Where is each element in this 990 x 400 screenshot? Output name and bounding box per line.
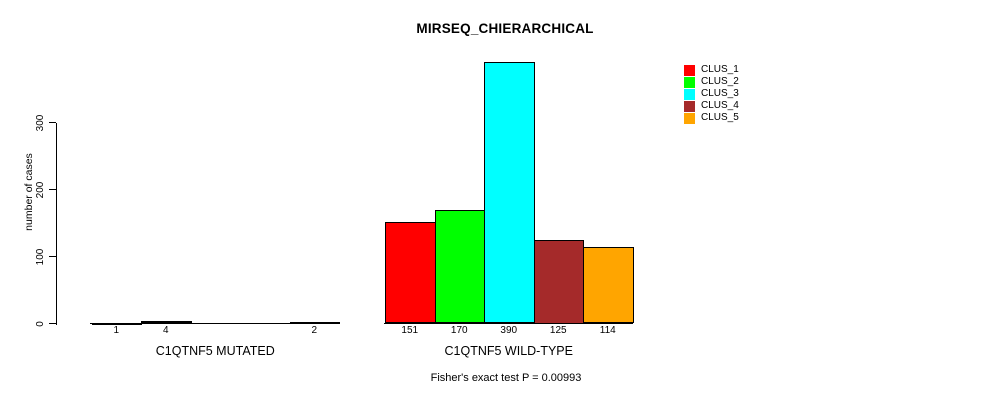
group-label: C1QTNF5 MUTATED bbox=[155, 344, 275, 358]
bar-clus_3 bbox=[484, 62, 535, 324]
legend-color-swatch bbox=[684, 100, 695, 112]
bar-clus_4 bbox=[533, 239, 584, 324]
bar-value-label: 151 bbox=[401, 325, 419, 336]
group-axis-line bbox=[90, 323, 340, 324]
bar-clus_5 bbox=[289, 322, 340, 325]
chart-title: MIRSEQ_CHIERARCHICAL bbox=[416, 21, 594, 36]
legend-item: CLUS_1 bbox=[684, 64, 739, 76]
legend-label: CLUS_5 bbox=[701, 112, 739, 123]
bar-value-label: 114 bbox=[599, 325, 616, 336]
legend-color-swatch bbox=[684, 76, 695, 88]
bar-clus_2 bbox=[434, 209, 485, 324]
bar-value-label: 2 bbox=[311, 325, 318, 336]
bar-clus_5 bbox=[583, 247, 634, 324]
y-tick-label: 300 bbox=[34, 114, 46, 131]
legend-label: CLUS_1 bbox=[701, 64, 739, 75]
legend-color-swatch bbox=[684, 112, 695, 124]
group-label: C1QTNF5 WILD-TYPE bbox=[444, 344, 574, 358]
bar-value-label: 170 bbox=[450, 325, 468, 336]
y-axis-label: number of cases bbox=[23, 153, 35, 231]
annotation-text: Fisher's exact test P = 0.00993 bbox=[430, 372, 582, 384]
legend-label: CLUS_3 bbox=[701, 88, 739, 99]
bar-clus_1 bbox=[385, 222, 436, 324]
y-tick-mark bbox=[49, 189, 56, 190]
legend-label: CLUS_4 bbox=[701, 100, 739, 111]
legend-item: CLUS_2 bbox=[684, 76, 739, 88]
legend-item: CLUS_3 bbox=[684, 88, 739, 100]
legend-item: CLUS_5 bbox=[684, 112, 739, 124]
legend-color-swatch bbox=[684, 64, 695, 76]
y-tick-mark bbox=[49, 122, 56, 123]
bar-value-label: 4 bbox=[162, 325, 169, 336]
bar-clus_2 bbox=[141, 320, 192, 324]
bar-value-label: 1 bbox=[113, 325, 120, 336]
y-tick-mark bbox=[49, 256, 56, 257]
bar-clus_1 bbox=[91, 322, 142, 325]
y-tick-mark bbox=[49, 323, 56, 324]
legend-label: CLUS_2 bbox=[701, 76, 739, 87]
legend-item: CLUS_4 bbox=[684, 100, 739, 112]
y-axis-line bbox=[56, 122, 57, 325]
legend: CLUS_1 CLUS_2 CLUS_3 CLUS_4 CLUS_5 bbox=[684, 64, 739, 124]
bar-value-label: 390 bbox=[500, 325, 518, 336]
group-axis-line bbox=[383, 323, 633, 324]
bar-value-label: 125 bbox=[549, 325, 567, 336]
legend-color-swatch bbox=[684, 88, 695, 100]
